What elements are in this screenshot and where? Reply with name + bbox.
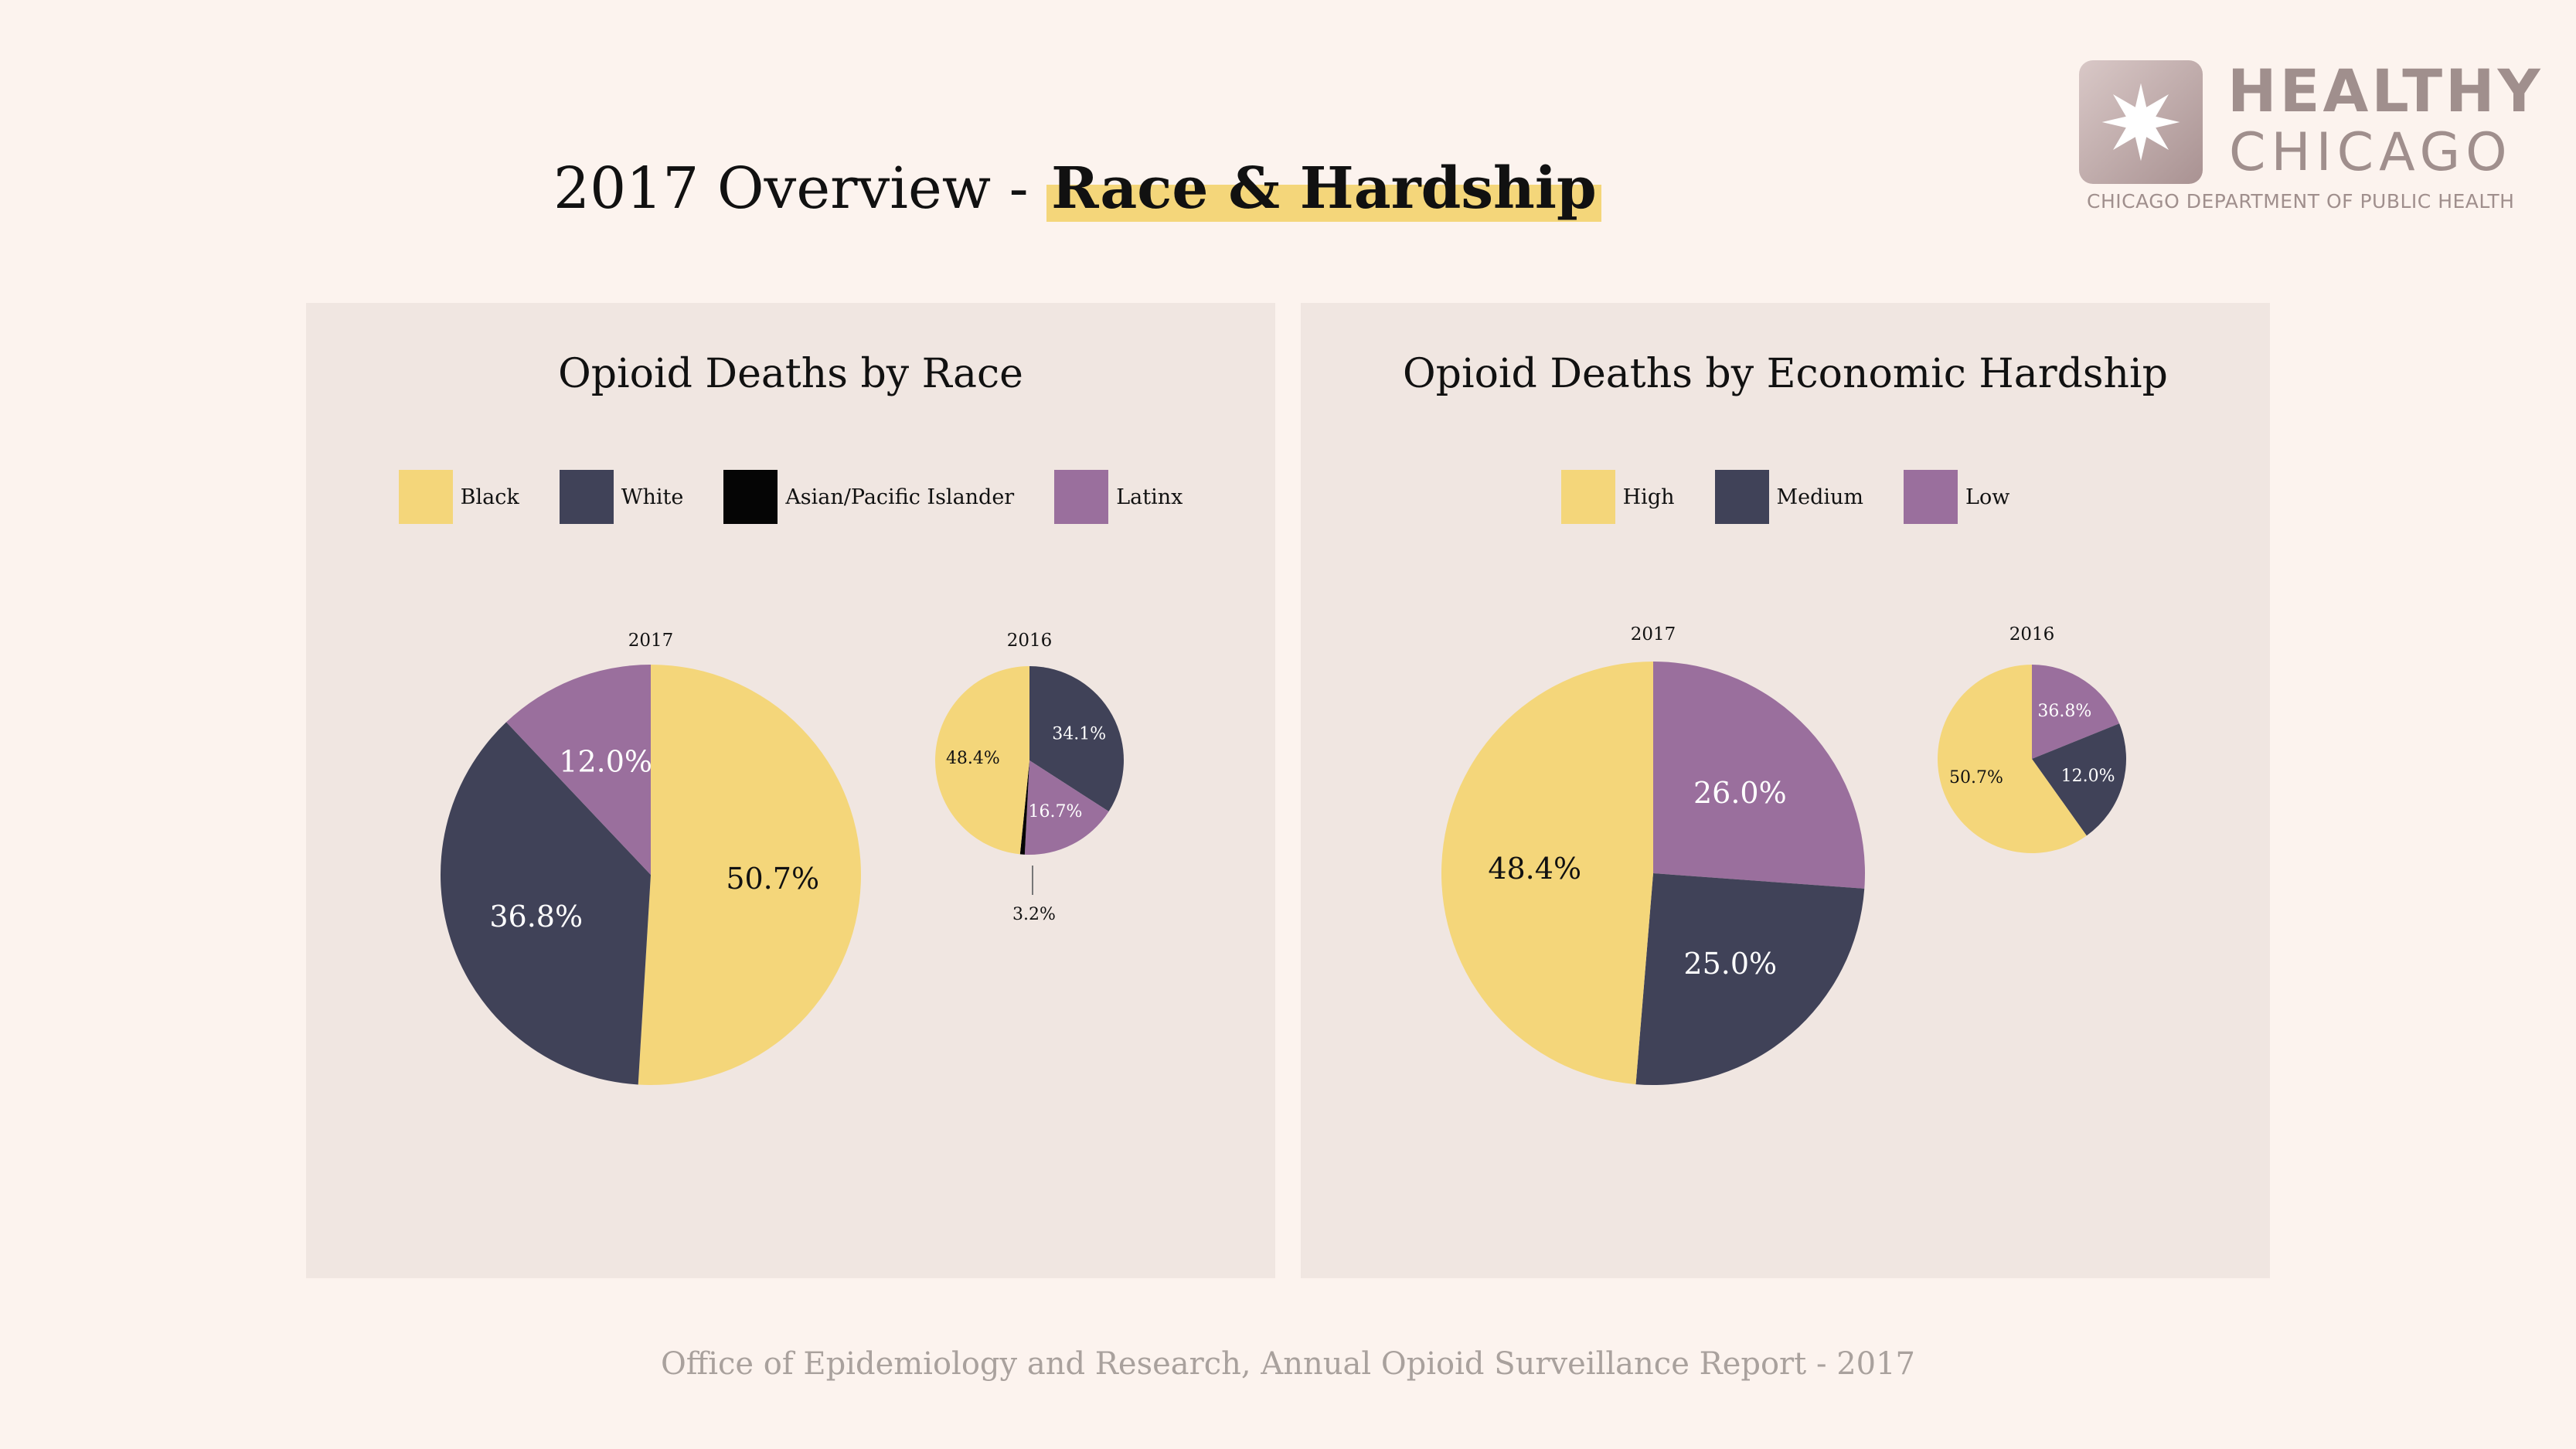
race-legend-item: White <box>559 470 684 524</box>
pie-slice-white <box>1029 666 1124 812</box>
hardship-panel: Opioid Deaths by Economic Hardship High M… <box>1301 303 2270 1278</box>
hardship-legend: High Medium Low <box>1301 470 2270 524</box>
pie-data-label: 48.4% <box>1488 852 1581 886</box>
pie-data-label: 26.0% <box>1693 776 1787 810</box>
race-legend-item: Black <box>398 470 519 524</box>
page-title: 2017 Overview - Race & Hardship <box>553 151 1601 226</box>
star-icon <box>2101 83 2180 162</box>
race-panel: Opioid Deaths by Race Black White Asian/Pa… <box>306 303 1275 1278</box>
hardship-legend-swatch <box>1714 470 1769 524</box>
pie-year-label: 2016 <box>2009 624 2055 645</box>
logo-department: CHICAGO DEPARTMENT OF PUBLIC HEALTH <box>2087 190 2515 213</box>
pie-data-label: 50.7% <box>726 862 819 896</box>
healthy-chicago-logo: HEALTHY CHICAGO CHICAGO DEPARTMENT OF PU… <box>2079 57 2540 219</box>
pie-slice-white <box>441 722 651 1085</box>
race-legend-swatch <box>559 470 614 524</box>
hardship-legend-item: Medium <box>1714 470 1864 524</box>
race-charts: 2017 50.7% 36.8% 12.0% 2016 34.1% 16.7% 48.4% 3.… <box>441 631 1124 1085</box>
pie-data-label: 12.0% <box>559 745 652 779</box>
pie-data-label: 34.1% <box>1052 725 1106 744</box>
hardship-legend-label: Low <box>1965 485 2010 509</box>
hardship-legend-swatch <box>1904 470 1958 524</box>
race-legend-item: Asian/Pacific Islander <box>723 470 1014 524</box>
race-legend-item: Latinx <box>1054 470 1183 524</box>
hardship-legend-label: Medium <box>1776 485 1864 509</box>
hardship-legend-item: High <box>1560 470 1675 524</box>
logo-badge <box>2079 60 2203 184</box>
pie-data-label: 16.7% <box>1028 802 1082 821</box>
race-pie-2017: 2017 50.7% 36.8% 12.0% <box>441 631 861 1085</box>
pie-slice-latinx <box>1024 760 1109 855</box>
pie-data-label: 25.0% <box>1683 947 1777 981</box>
pie-slice-low <box>2032 665 2120 759</box>
logo-healthy: HEALTHY <box>2227 56 2544 125</box>
pie-year-label: 2016 <box>1007 631 1053 651</box>
pie-slice-latinx <box>506 665 651 875</box>
pie-annotation-label: 3.2% <box>1012 905 1056 924</box>
page-title-prefix: 2017 Overview - <box>553 155 1047 222</box>
pie-data-label: 50.7% <box>1949 768 2003 787</box>
pie-slice-asian-pacific-islander <box>1019 760 1029 855</box>
pie-year-label: 2017 <box>1631 624 1676 645</box>
race-legend-swatch <box>398 470 453 524</box>
race-legend-swatch <box>723 470 778 524</box>
race-legend-label: Asian/Pacific Islander <box>785 485 1015 509</box>
race-legend-label: Latinx <box>1116 485 1183 509</box>
hardship-legend-label: High <box>1622 485 1675 509</box>
hardship-legend-swatch <box>1560 470 1615 524</box>
hardship-panel-title: Opioid Deaths by Economic Hardship <box>1403 351 2168 397</box>
hardship-pie-2017: 2017 26.0% 25.0% 48.4% <box>1441 624 1865 1085</box>
pie-slice-medium <box>2032 723 2126 836</box>
pie-slice-black <box>638 665 861 1085</box>
hardship-charts: 2017 26.0% 25.0% 48.4% 2016 36.8% 12.0% 50.7% <box>1441 624 2126 1085</box>
pie-slice-medium <box>1635 873 1865 1085</box>
race-legend-label: Black <box>460 485 519 509</box>
race-pie-2016: 2016 34.1% 16.7% 48.4% 3.2% <box>935 631 1124 924</box>
race-legend-label: White <box>621 485 684 509</box>
pie-data-label: 36.8% <box>489 900 583 934</box>
race-panel-title: Opioid Deaths by Race <box>558 351 1023 397</box>
pie-year-label: 2017 <box>628 631 674 651</box>
pie-data-label: 12.0% <box>2061 767 2115 786</box>
hardship-pie-2016: 2016 36.8% 12.0% 50.7% <box>1938 624 2126 853</box>
hardship-legend-item: Low <box>1904 470 2009 524</box>
page-title-highlight: Race & Hardship <box>1046 155 1601 222</box>
race-legend-swatch <box>1054 470 1109 524</box>
pie-slice-high <box>1938 665 2087 853</box>
pie-slice-high <box>1441 662 1653 1085</box>
race-legend: Black White Asian/Pacific Islander Latinx <box>306 470 1275 524</box>
pie-data-label: 48.4% <box>946 749 1000 768</box>
logo-chicago: CHICAGO <box>2229 122 2513 183</box>
footer-source: Office of Epidemiology and Research, Ann… <box>660 1346 1915 1382</box>
pie-slice-low <box>1653 662 1865 889</box>
pie-slice-black <box>935 666 1029 855</box>
pie-data-label: 36.8% <box>2037 702 2091 721</box>
